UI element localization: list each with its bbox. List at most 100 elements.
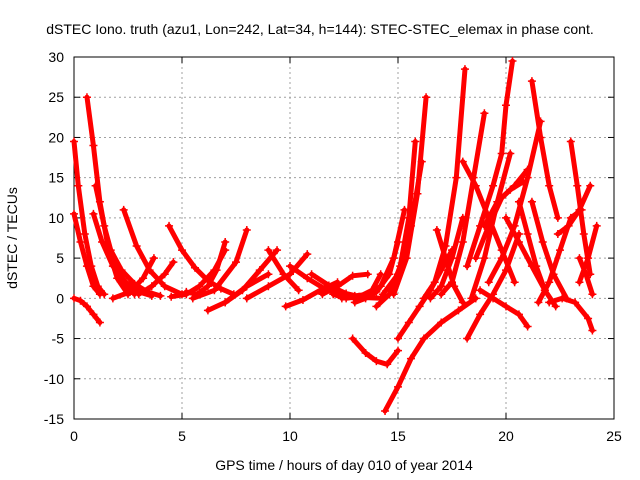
series-35-line (464, 58, 515, 269)
y-tick-label: 25 (48, 89, 64, 105)
data-point (98, 238, 107, 247)
data-point (212, 266, 221, 275)
x-tick-label: 15 (390, 428, 406, 444)
data-point (385, 270, 394, 279)
data-point (372, 357, 381, 366)
data-point (210, 286, 219, 295)
x-tick-label: 20 (498, 428, 514, 444)
data-point (221, 238, 230, 247)
data-point (286, 262, 294, 271)
series-48-markers (545, 294, 597, 335)
data-point (480, 254, 489, 263)
data-point (80, 229, 89, 238)
data-point (432, 225, 441, 234)
chart-title: dSTEC Iono. truth (azu1, Lon=242, Lat=34… (46, 21, 593, 37)
data-point (564, 221, 573, 230)
series-29-markers (381, 294, 480, 415)
data-point (147, 282, 156, 291)
data-point (70, 137, 78, 146)
data-point (484, 278, 493, 287)
data-point (467, 294, 476, 303)
data-point (318, 290, 327, 299)
data-point (534, 298, 543, 307)
data-point (383, 360, 392, 369)
y-tick-label: 20 (48, 129, 64, 145)
data-point (402, 254, 411, 263)
data-point (95, 318, 104, 327)
data-point (463, 262, 472, 271)
data-point (372, 287, 381, 296)
series-45-line (529, 78, 561, 221)
data-point (497, 254, 506, 263)
data-point (506, 185, 515, 194)
data-point (363, 270, 372, 279)
data-point (441, 254, 450, 263)
data-point (264, 246, 273, 255)
data-point (404, 318, 413, 327)
data-point (430, 278, 439, 287)
data-point (584, 314, 593, 323)
data-point (372, 302, 381, 311)
data-point (506, 149, 515, 158)
data-point (329, 290, 338, 299)
data-point (232, 258, 240, 267)
data-point (82, 302, 91, 311)
data-point (348, 334, 357, 343)
data-point (348, 271, 357, 280)
data-series (70, 57, 601, 415)
data-point (279, 270, 288, 279)
data-point (394, 238, 402, 247)
data-point (242, 225, 251, 234)
series-35-markers (463, 57, 517, 271)
data-point (536, 133, 545, 142)
data-point (413, 189, 422, 198)
data-point (545, 181, 554, 190)
y-tick-label: 5 (56, 250, 64, 266)
grid-lines (74, 57, 614, 419)
series-29-line (382, 295, 479, 414)
x-axis-label: GPS time / hours of day 010 of year 2014 (215, 457, 473, 473)
series-21-markers (318, 270, 372, 299)
data-point (527, 262, 536, 271)
data-point (264, 282, 273, 291)
series-34-line (434, 227, 466, 305)
x-tick-label: 0 (70, 428, 78, 444)
data-point (502, 302, 510, 311)
data-point (165, 221, 174, 230)
series-39-line (481, 179, 526, 229)
data-point (76, 238, 85, 247)
y-tick-labels: -15 -10 -5 0 5 10 15 20 25 30 (44, 49, 64, 427)
data-point (70, 294, 78, 303)
x-tick-label: 5 (178, 428, 186, 444)
data-point (89, 141, 98, 150)
data-point (510, 278, 519, 287)
data-point (178, 246, 186, 255)
data-point (489, 294, 498, 303)
data-point (381, 406, 390, 415)
data-point (523, 229, 532, 238)
data-point (126, 287, 135, 296)
series-8-line (110, 255, 157, 301)
data-point (508, 57, 517, 66)
data-point (303, 250, 312, 259)
series-41-line (477, 287, 531, 329)
y-axis-label: dSTEC / TECUs (4, 187, 20, 289)
data-point (273, 246, 282, 255)
data-point (489, 181, 498, 190)
data-point (190, 263, 199, 272)
series-25-markers (348, 334, 402, 369)
series-15-markers (221, 246, 282, 307)
data-point (378, 290, 387, 299)
series-49-line (555, 183, 593, 237)
data-point (458, 298, 467, 307)
series-46-line (529, 199, 569, 301)
y-tick-label: 0 (56, 290, 64, 306)
data-point (527, 77, 536, 86)
data-point (573, 181, 582, 190)
data-point (337, 294, 346, 303)
data-point (553, 229, 562, 238)
series-1-line (71, 139, 107, 297)
data-point (450, 282, 459, 291)
series-17-markers (264, 246, 303, 295)
